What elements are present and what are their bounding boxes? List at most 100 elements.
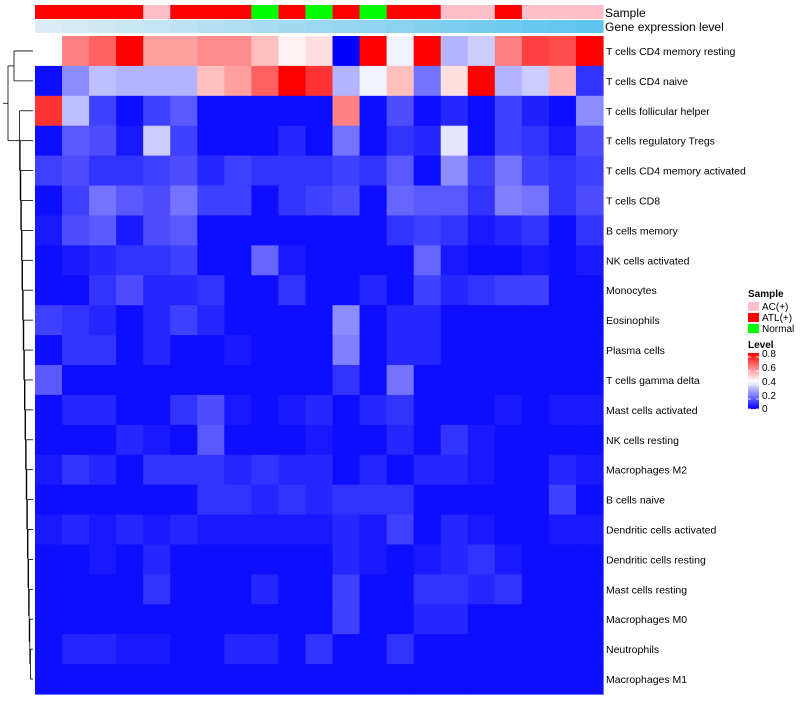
heatmap-cell xyxy=(224,305,252,336)
sample-annotation-cell xyxy=(197,5,225,19)
heatmap-cell xyxy=(197,664,225,695)
heatmap-cell xyxy=(575,155,604,187)
heatmap-cell xyxy=(575,305,604,336)
heatmap-cell xyxy=(197,36,225,67)
heatmap-cell xyxy=(62,65,90,97)
row-label: T cells gamma delta xyxy=(606,375,700,387)
heatmap-cell xyxy=(413,335,442,366)
heatmap-cell xyxy=(278,664,307,695)
heatmap-cell xyxy=(197,424,225,456)
heatmap-cell xyxy=(359,305,388,336)
heatmap-cell xyxy=(386,215,415,246)
heatmap-cell xyxy=(116,514,144,546)
heatmap-cell xyxy=(548,365,577,396)
heatmap-cell xyxy=(494,65,523,97)
heatmap-cell xyxy=(494,544,523,575)
heatmap-cell xyxy=(143,36,171,67)
heatmap-cell xyxy=(494,245,523,276)
heatmap-cell xyxy=(521,185,550,217)
heatmap-cell xyxy=(251,125,280,157)
heatmap-cell xyxy=(494,574,523,605)
heatmap-cell xyxy=(35,275,63,306)
heatmap-cell xyxy=(440,574,469,605)
row-label: B cells memory xyxy=(606,225,679,237)
heatmap-cell xyxy=(548,424,577,456)
heatmap-cell xyxy=(170,36,198,67)
heatmap-cell xyxy=(143,604,171,635)
heatmap-cell xyxy=(494,275,523,306)
heatmap-cell xyxy=(143,305,171,336)
heatmap-cell xyxy=(89,305,117,336)
sample-annotation-cell xyxy=(386,5,415,19)
sample-annotation-cell xyxy=(170,5,198,19)
heatmap-cell xyxy=(197,245,225,276)
heatmap-cell xyxy=(170,65,198,97)
heatmap-cell xyxy=(440,275,469,306)
heatmap-cell xyxy=(575,424,604,456)
heatmap-cell xyxy=(521,335,550,366)
heatmap-cell xyxy=(386,335,415,366)
heatmap-cell xyxy=(386,424,415,456)
heatmap-cell xyxy=(197,634,225,665)
heatmap-cell xyxy=(35,125,63,157)
gene-expression-annotation-cell xyxy=(170,20,198,33)
heatmap-cell xyxy=(548,245,577,276)
heatmap-cell xyxy=(386,634,415,665)
heatmap-cell xyxy=(521,275,550,306)
heatmap-cell xyxy=(143,95,171,127)
heatmap-cell xyxy=(305,604,334,635)
heatmap-cell xyxy=(332,454,361,486)
heatmap-cell xyxy=(548,155,577,187)
heatmap-cell xyxy=(467,36,496,67)
heatmap-cell xyxy=(575,634,604,665)
heatmap-cell xyxy=(116,604,144,635)
heatmap-cell xyxy=(575,95,604,127)
heatmap-cell xyxy=(548,634,577,665)
heatmap-cell xyxy=(251,65,280,97)
gene-expression-annotation-cell xyxy=(332,20,361,33)
heatmap-cell xyxy=(548,185,577,217)
legend-label-atl: ATL(+) xyxy=(762,313,792,324)
heatmap-cell xyxy=(278,424,307,456)
heatmap-cell xyxy=(575,365,604,396)
heatmap-cell xyxy=(89,574,117,605)
heatmap-cells xyxy=(35,36,604,695)
heatmap-cell xyxy=(62,125,90,157)
heatmap-cell xyxy=(359,484,388,516)
sample-annotation-cell xyxy=(116,5,144,19)
sample-annotation-cell xyxy=(332,5,361,19)
heatmap-cell xyxy=(305,514,334,546)
heatmap-cell xyxy=(251,664,280,695)
heatmap-cell xyxy=(467,305,496,336)
heatmap-cell xyxy=(575,514,604,546)
heatmap-cell xyxy=(143,365,171,396)
gene-expression-annotation-cell xyxy=(548,20,577,33)
heatmap-cell xyxy=(440,95,469,127)
heatmap-cell xyxy=(251,365,280,396)
gene-expression-annotation-cell xyxy=(35,20,63,33)
row-label: Macrophages M0 xyxy=(606,614,687,626)
sample-annotation-cell xyxy=(89,5,117,19)
heatmap-cell xyxy=(143,335,171,366)
heatmap-cell xyxy=(170,125,198,157)
row-label: Macrophages M2 xyxy=(606,465,687,477)
heatmap-cell xyxy=(170,634,198,665)
heatmap-cell xyxy=(467,65,496,97)
heatmap-cell xyxy=(89,275,117,306)
heatmap-cell xyxy=(575,664,604,695)
heatmap-cell xyxy=(305,36,334,67)
heatmap-cell xyxy=(467,125,496,157)
heatmap-cell xyxy=(332,664,361,695)
heatmap-cell xyxy=(413,155,442,187)
heatmap-cell xyxy=(413,245,442,276)
heatmap-cell xyxy=(548,275,577,306)
heatmap-cell xyxy=(467,394,496,426)
heatmap-cell xyxy=(170,275,198,306)
heatmap-cell xyxy=(143,634,171,665)
row-label: NK cells resting xyxy=(606,435,679,447)
heatmap-cell xyxy=(305,365,334,396)
heatmap-cell xyxy=(440,424,469,456)
sample-annotation-cell xyxy=(494,5,523,19)
